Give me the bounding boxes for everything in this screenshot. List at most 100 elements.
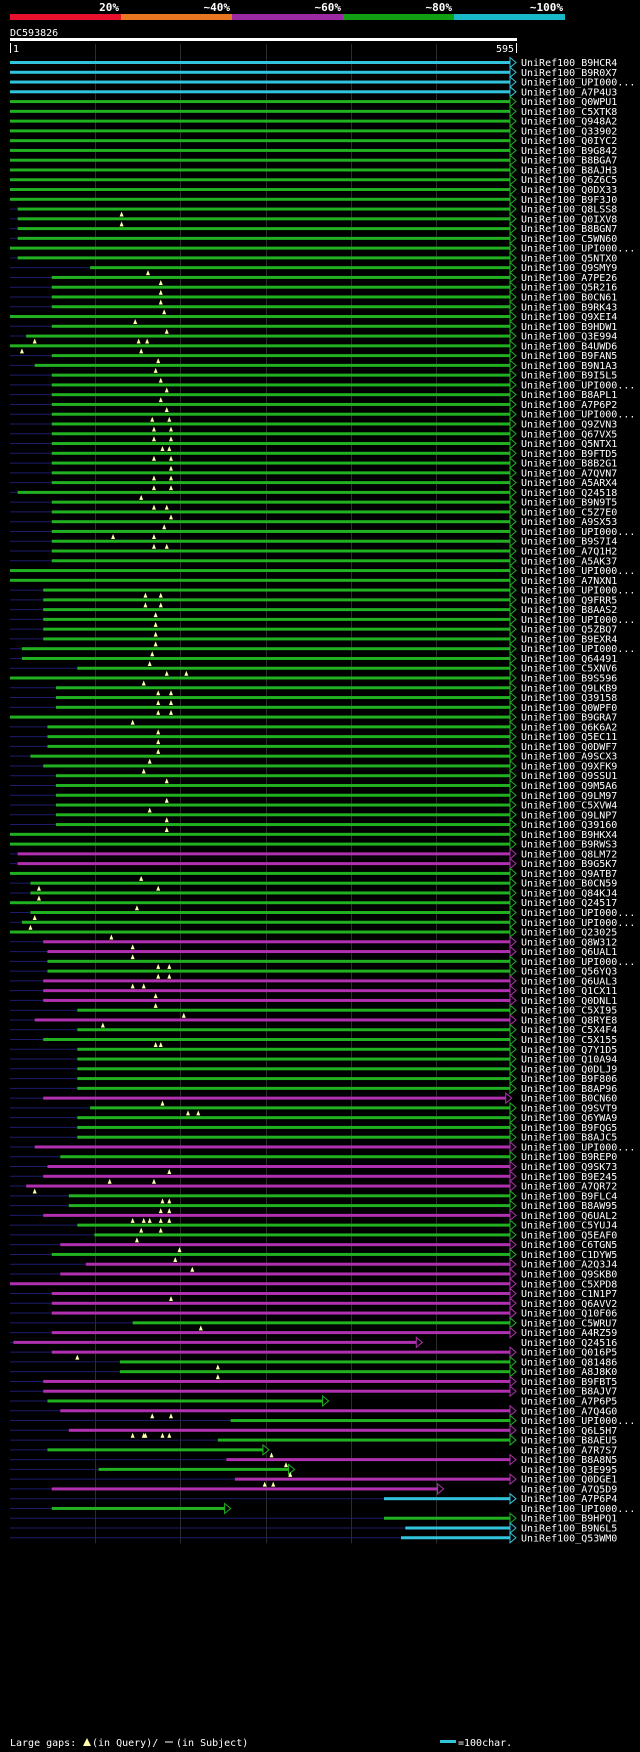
- hit-arrow-icon: [509, 1424, 517, 1437]
- hit-arrow-icon: [509, 261, 517, 274]
- hit-bar: [43, 588, 510, 592]
- query-gap-marker-icon: [19, 348, 24, 354]
- hit-label: UniRef100_Q3E995: [521, 1465, 617, 1476]
- hit-label: UniRef100_C1DYW5: [521, 1250, 617, 1261]
- query-gap-marker-icon: [111, 533, 116, 539]
- hit-label: UniRef100_Q10F06: [521, 1309, 617, 1320]
- query-gap-marker-icon: [186, 1110, 191, 1116]
- hit-arrow-icon: [509, 652, 517, 665]
- hit-bar: [34, 1018, 510, 1022]
- hit-label: UniRef100_Q0DLJ9: [521, 1064, 617, 1075]
- hit-bar: [132, 1321, 510, 1325]
- hit-label: UniRef100_Q5ZBQ7: [521, 625, 617, 636]
- hit-label: UniRef100_B9S596: [521, 674, 617, 685]
- hit-bar: [56, 793, 510, 797]
- hit-bar: [68, 1194, 511, 1198]
- hit-arrow-icon: [505, 1092, 513, 1105]
- hit-arrow-icon: [509, 310, 517, 323]
- scale-segment: [343, 14, 454, 20]
- hit-bar: [51, 1506, 225, 1510]
- hit-label: UniRef100_Q24518: [521, 488, 617, 499]
- hit-label: UniRef100_A7NXN1: [521, 576, 617, 587]
- hit-bar: [10, 70, 510, 74]
- hit-label: UniRef100_B9N9T5: [521, 498, 617, 509]
- query-gap-marker-icon: [156, 973, 161, 979]
- hit-bar: [43, 608, 510, 612]
- query-gap-marker-icon: [136, 338, 141, 344]
- hit-label: UniRef100_A2Q3J4: [521, 1260, 617, 1271]
- hit-label: UniRef100_A7R7S7: [521, 1445, 617, 1456]
- hit-label: UniRef100_Q9ATB7: [521, 869, 617, 880]
- hit-bar: [10, 832, 510, 836]
- query-gap-marker-icon: [167, 1169, 172, 1175]
- hit-arrow-icon: [509, 56, 517, 69]
- hit-arrow-icon: [509, 1101, 517, 1114]
- query-gap-marker-icon: [147, 660, 152, 666]
- query-gap-marker-icon: [167, 416, 172, 422]
- query-gap-marker-icon: [160, 1100, 165, 1106]
- hit-arrow-icon: [509, 398, 517, 411]
- hit-bar: [43, 940, 510, 944]
- hit-bar: [51, 1252, 510, 1256]
- hit-label: UniRef100_B8AAS2: [521, 605, 617, 616]
- hit-arrow-icon: [509, 437, 517, 450]
- hit-arrow-icon: [509, 1228, 517, 1241]
- hit-arrow-icon: [509, 271, 517, 284]
- hit-label: UniRef100_Q016P5: [521, 1348, 617, 1359]
- hit-bar: [51, 295, 510, 299]
- hit-bar: [17, 256, 511, 260]
- hit-arrow-icon: [509, 1189, 517, 1202]
- hit-arrow-icon: [509, 1531, 517, 1544]
- hit-bar: [17, 217, 511, 221]
- query-gap-marker-icon: [153, 993, 158, 999]
- hit-label: UniRef100_Q53WM0: [521, 1533, 617, 1544]
- hit-bar: [51, 1311, 510, 1315]
- hit-arrow-icon: [509, 1306, 517, 1320]
- hit-bar: [401, 1536, 510, 1540]
- query-gap-marker-icon: [133, 319, 138, 325]
- hit-bar: [10, 1282, 510, 1286]
- query-gap-marker-icon: [164, 328, 169, 334]
- query-gap-marker-icon: [141, 1217, 146, 1223]
- hit-rows: UniRef100_B9HCR4UniRef100_B9R0X7UniRef10…: [10, 56, 635, 1544]
- hit-bar: [98, 1467, 289, 1471]
- hit-label: UniRef100_B9E245: [521, 1172, 617, 1183]
- hit-bar: [10, 178, 510, 182]
- query-gap-marker-icon: [153, 631, 158, 637]
- query-gap-marker-icon: [169, 700, 173, 706]
- hit-bar: [51, 1331, 510, 1335]
- query-gap-marker-icon: [134, 905, 139, 911]
- hit-arrow-icon: [509, 574, 517, 587]
- hit-bar: [10, 715, 510, 719]
- query-gap-marker-icon: [153, 641, 158, 647]
- hit-bar: [60, 1243, 511, 1247]
- hit-label: UniRef100_A8J8K0: [521, 1367, 617, 1378]
- hit-bar: [77, 1028, 510, 1032]
- query-gap-marker-icon: [150, 651, 155, 657]
- scale-label: 20%: [99, 1, 119, 14]
- hit-arrow-icon: [509, 66, 517, 79]
- hit-arrow-icon: [509, 1267, 517, 1281]
- query-gap-marker-icon: [36, 885, 41, 891]
- hit-label: UniRef100_B9R0X7: [521, 68, 617, 79]
- hit-bar: [60, 1409, 511, 1413]
- query-gap-marker-icon: [156, 358, 161, 364]
- hit-label: UniRef100_B9HPQ1: [521, 1514, 617, 1525]
- hit-label: UniRef100_A5ARX4: [521, 478, 617, 489]
- hit-arrow-icon: [509, 857, 517, 870]
- hit-arrow-icon: [509, 711, 517, 724]
- hit-bar: [10, 61, 510, 64]
- hit-label: UniRef100_A7QVN7: [521, 468, 617, 479]
- hit-arrow-icon: [509, 251, 517, 264]
- hit-label: UniRef100_A7Q4G0: [521, 1406, 617, 1417]
- hit-label: UniRef100_C5XVW4: [521, 801, 617, 812]
- hit-label: UniRef100_Q9XFK9: [521, 761, 617, 772]
- hit-bar: [56, 774, 510, 778]
- query-gap-marker-icon: [151, 504, 156, 510]
- hit-bar: [51, 324, 510, 328]
- hit-arrow-icon: [509, 144, 517, 157]
- hit-label: UniRef100_B8BGA7: [521, 156, 617, 167]
- hit-bar: [47, 959, 511, 963]
- hit-bar: [56, 783, 510, 787]
